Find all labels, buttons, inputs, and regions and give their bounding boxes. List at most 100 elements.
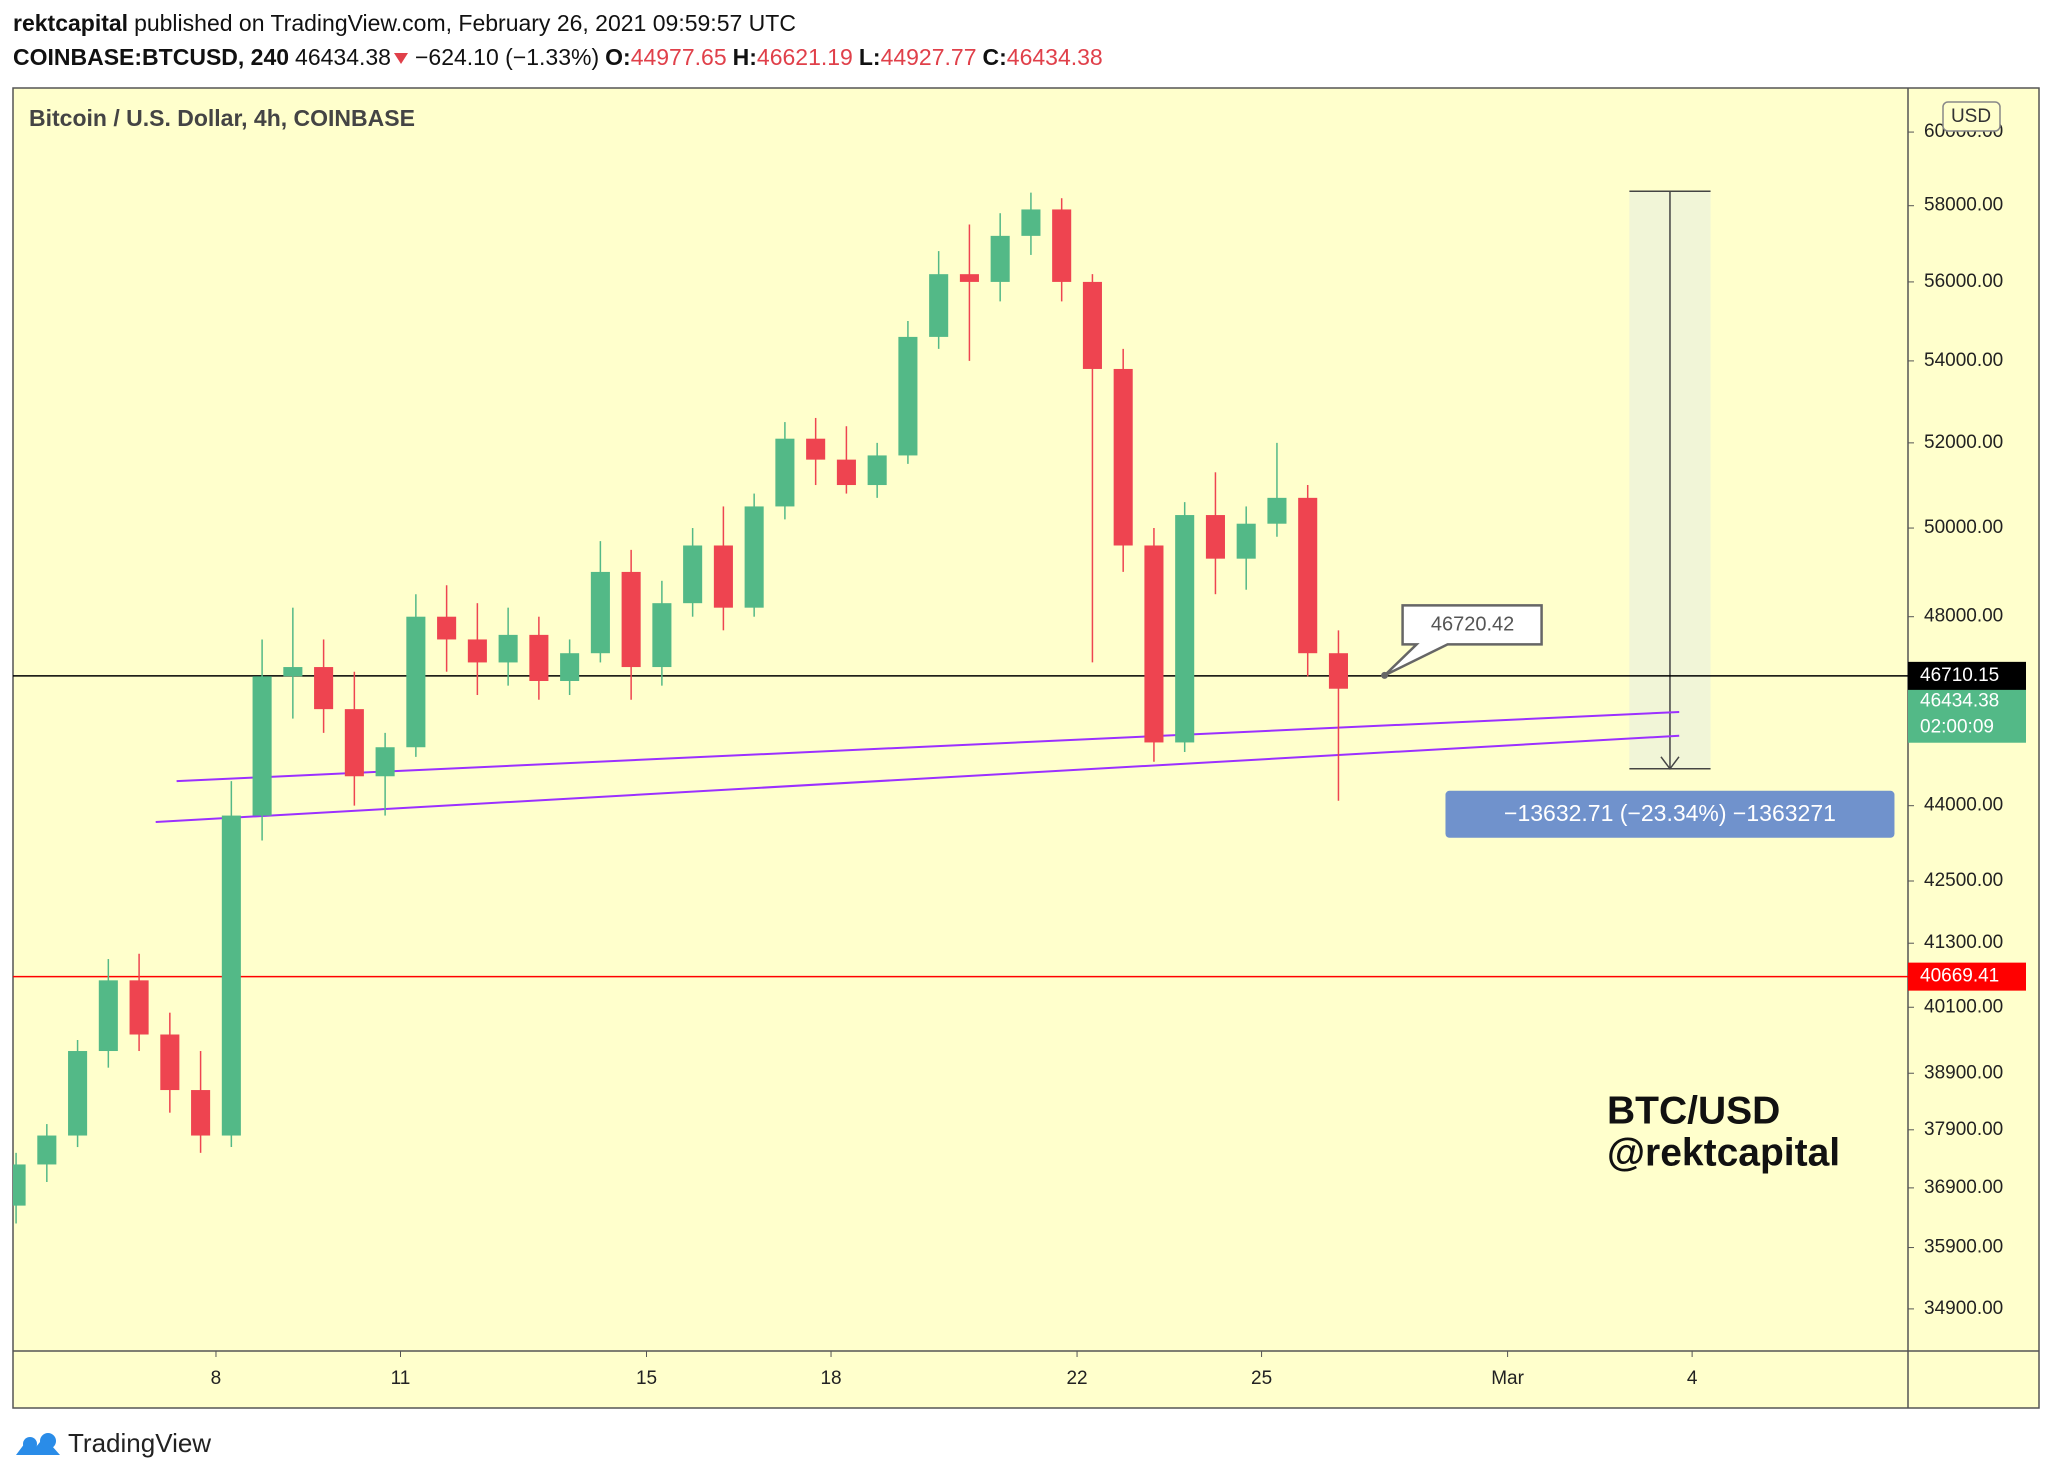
- candle-body: [775, 438, 795, 507]
- price-label: 46434.38: [1920, 691, 1999, 712]
- x-tick-label: 11: [391, 1368, 411, 1389]
- trend-line: [155, 734, 1680, 824]
- price-label-box: [1908, 962, 2026, 991]
- y-tick-label: 48000.00: [1924, 606, 2003, 627]
- candle-body: [1113, 368, 1133, 546]
- x-tick-label: 15: [636, 1368, 657, 1389]
- candle-body: [621, 571, 641, 668]
- candle-body: [1052, 209, 1072, 282]
- measure-label-box: [1445, 790, 1895, 838]
- x-tick-label: 8: [211, 1368, 222, 1389]
- x-tick-label: 18: [820, 1368, 841, 1389]
- candle-body: [68, 1051, 88, 1136]
- plot-area: BTC/USD@rektcapital: [13, 190, 1908, 1224]
- publisher: rektcapital: [13, 10, 129, 36]
- down-arrow: [393, 52, 408, 64]
- callout-label: 46720.42: [1431, 614, 1514, 636]
- candle-body: [1205, 515, 1225, 559]
- candle-body: [160, 1034, 180, 1091]
- candle-body: [713, 545, 733, 608]
- candle-body: [283, 667, 303, 677]
- candle-body: [1021, 209, 1041, 236]
- y-tick-label: 40100.00: [1924, 996, 2003, 1017]
- ohlc-label: H:: [732, 44, 757, 70]
- publish-line: rektcapital published on TradingView.com…: [13, 10, 796, 37]
- y-tick-label: 36900.00: [1924, 1177, 2003, 1198]
- change: −624.10 (−1.33%): [414, 44, 600, 70]
- measure-label: −13632.71 (−23.34%) −1363271: [1504, 800, 1836, 826]
- y-tick-label: 41300.00: [1924, 932, 2003, 953]
- x-tick-label: Mar: [1491, 1368, 1524, 1389]
- candle-body: [990, 235, 1010, 282]
- ohlc-value: 44927.77: [880, 44, 977, 70]
- chart: Bitcoin / U.S. Dollar, 4h, COINBASE BTC/…: [12, 87, 2040, 1409]
- ohlc-value: 44977.65: [630, 44, 727, 70]
- candle-body: [1144, 545, 1164, 743]
- candle-body: [744, 506, 764, 608]
- candle-body: [590, 571, 610, 654]
- candle-body: [314, 667, 334, 710]
- symbol: COINBASE:BTCUSD, 240: [13, 44, 290, 70]
- candle-body: [498, 634, 518, 663]
- candle-body: [959, 274, 979, 282]
- candle-body: [252, 676, 272, 816]
- candle-body: [375, 747, 395, 777]
- chart-frame: [12, 87, 2040, 1409]
- candle-body: [221, 815, 241, 1136]
- candle-body: [529, 634, 549, 681]
- y-tick-label: 56000.00: [1924, 271, 2003, 292]
- candle-body: [467, 639, 487, 663]
- candle-body: [806, 438, 826, 460]
- x-tick-label: 22: [1066, 1368, 1087, 1389]
- trend-line: [176, 710, 1680, 783]
- y-tick-label: 44000.00: [1924, 795, 2003, 816]
- candle-body: [1267, 497, 1287, 524]
- logo: [16, 1432, 60, 1455]
- candle-body: [683, 545, 703, 604]
- candle-body: [652, 603, 672, 668]
- candle-body: [867, 455, 887, 486]
- measure-arrowhead: [1660, 756, 1680, 771]
- brand: TradingView: [68, 1428, 212, 1458]
- watermark: BTC/USD: [1607, 1089, 1780, 1132]
- watermark: @rektcapital: [1607, 1131, 1840, 1174]
- callout-box: [1383, 604, 1543, 677]
- candle-body: [1082, 281, 1102, 369]
- y-tick-label: 34900.00: [1924, 1298, 2003, 1319]
- candle-body: [129, 980, 149, 1035]
- symbol-line: COINBASE:BTCUSD, 240 46434.38 −624.10 (−…: [13, 44, 1103, 71]
- candle-body: [1298, 497, 1318, 654]
- candle-body: [1175, 515, 1195, 743]
- ohlc-label: C:: [982, 44, 1007, 70]
- y-tick-label: 42500.00: [1924, 870, 2003, 891]
- y-tick-label: 38900.00: [1924, 1062, 2003, 1083]
- y-tick-label: 52000.00: [1924, 432, 2003, 453]
- candle-body: [560, 653, 580, 681]
- candle-body: [37, 1135, 57, 1165]
- callout-point: [1381, 671, 1389, 679]
- currency-button[interactable]: USD: [1951, 106, 1991, 127]
- ohlc-value: 46434.38: [1006, 44, 1103, 70]
- candle-body: [406, 616, 426, 748]
- candle-body: [836, 459, 856, 486]
- countdown: 02:00:09: [1920, 717, 1994, 738]
- candle-body: [344, 709, 364, 777]
- candle-body: [98, 980, 118, 1052]
- ohlc-label: L:: [858, 44, 881, 70]
- published: published on TradingView.com, February 2…: [134, 10, 796, 36]
- x-tick-label: 25: [1251, 1368, 1272, 1389]
- candle-body: [437, 616, 457, 640]
- candle-body: [1236, 523, 1256, 559]
- ohlc-label: O:: [605, 44, 631, 70]
- price-label: 40669.41: [1920, 966, 1999, 987]
- y-tick-label: 37900.00: [1924, 1119, 2003, 1140]
- ohlc-value: 46621.19: [756, 44, 853, 70]
- candle-body: [929, 274, 949, 337]
- candle-body: [13, 1164, 26, 1206]
- last-price: 46434.38: [295, 44, 391, 70]
- candle-body: [1328, 653, 1348, 689]
- x-tick-label: 4: [1687, 1368, 1698, 1389]
- candle-body: [898, 336, 918, 456]
- price-label-box: [1908, 661, 2026, 690]
